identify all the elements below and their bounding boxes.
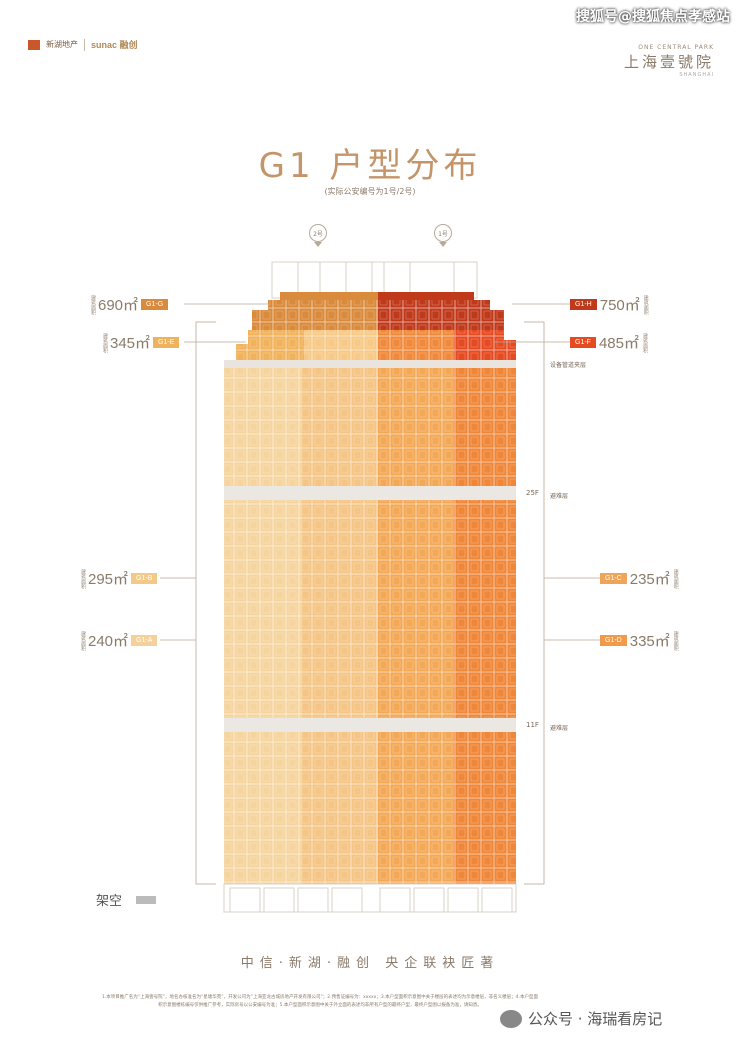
area-caption: 建筑面积 <box>80 568 86 589</box>
unit-tag: G1-A <box>131 635 158 646</box>
logo-divider <box>84 38 85 51</box>
area-value: 335㎡ <box>629 633 670 650</box>
unit-tag: G1-B <box>131 573 158 584</box>
location-pin-icon: 2号 <box>309 224 327 242</box>
refuge-floor-11-label: 避难层 <box>550 725 569 732</box>
area-value: 690㎡ <box>98 297 139 314</box>
xinhu-logo-icon <box>28 39 40 50</box>
area-caption: 建筑面积 <box>80 630 86 651</box>
project-name: ONE CENTRAL PARK 上海壹號院 SHANGHAI <box>624 44 714 78</box>
disclaimer: 1.本项目推广名为“上海壹号院”，地名办核准名为“星塘华苑”，开发公司为“上海亚… <box>102 995 538 1008</box>
area-caption: 建筑面积 <box>672 630 679 651</box>
label-g1-h: G1-H 750㎡ 建筑面积 <box>570 294 649 315</box>
floor-11-label: 11F <box>526 721 539 729</box>
area-value: 485㎡ <box>598 335 639 352</box>
unit-tag: G1-H <box>570 299 597 310</box>
area-caption: 建筑面积 <box>102 332 108 353</box>
label-g1-e: 建筑面积 345㎡ G1-E <box>102 332 180 353</box>
area-value: 235㎡ <box>629 571 670 588</box>
stilt-legend: 架空 <box>96 890 157 909</box>
pin-building-1: 1号 <box>434 224 452 247</box>
label-g1-c: G1-C 235㎡ 建筑面积 <box>600 568 679 589</box>
area-value: 295㎡ <box>88 571 129 588</box>
refuge-floor-25-label: 避难层 <box>550 493 569 500</box>
page-title: G1 户型分布 <box>258 146 482 186</box>
area-caption: 建筑面积 <box>642 294 649 315</box>
pin-tail <box>314 242 322 247</box>
unit-tag: G1-C <box>600 573 627 584</box>
unit-tag: G1-F <box>570 337 596 348</box>
xinhu-logo-text: 新湖地产 <box>46 40 78 49</box>
pin-building-2: 2号 <box>309 224 327 247</box>
floor-25-label: 25F <box>526 489 539 497</box>
label-g1-d: G1-D 335㎡ 建筑面积 <box>600 630 679 651</box>
wechat-account: 公众号 · 海瑞看房记 <box>500 1008 662 1029</box>
area-caption: 建筑面积 <box>641 332 648 353</box>
label-g1-f: G1-F 485㎡ 建筑面积 <box>570 332 648 353</box>
pin-tail <box>439 242 447 247</box>
area-caption: 建筑面积 <box>672 568 679 589</box>
label-g1-a: 建筑面积 240㎡ G1-A <box>80 630 158 651</box>
refuge-floor-25 <box>224 486 516 500</box>
watermark: 搜狐号@搜狐焦点孝感站 <box>576 9 730 25</box>
podium <box>223 883 517 913</box>
area-value: 240㎡ <box>88 633 129 650</box>
label-g1-b: 建筑面积 295㎡ G1-B <box>80 568 158 589</box>
stilt-label: 架空 <box>96 894 123 909</box>
developer-logos: 新湖地产 sunac 融创 <box>28 38 138 51</box>
area-value: 750㎡ <box>599 297 640 314</box>
dimension-brackets <box>195 321 545 885</box>
equipment-floor <box>224 360 516 368</box>
page-subtitle: (实际公安编号为1号/2号) <box>324 187 416 196</box>
project-name-cn: 上海壹號院 <box>623 53 714 71</box>
project-name-en: ONE CENTRAL PARK <box>638 44 714 51</box>
leader-lines <box>160 303 600 641</box>
wechat-icon <box>500 1009 522 1028</box>
sunac-logo-text: sunac 融创 <box>91 40 138 50</box>
unit-tag: G1-G <box>141 299 169 310</box>
area-value: 345㎡ <box>110 335 151 352</box>
refuge-floor-11 <box>224 718 516 732</box>
stilt-swatch <box>136 895 157 904</box>
equipment-floor-label: 设备管道夹层 <box>550 362 587 369</box>
unit-tag: G1-D <box>600 635 627 646</box>
slogan: 中信·新湖·融创 央企联袂匠著 <box>240 956 500 971</box>
area-caption: 建筑面积 <box>90 294 96 315</box>
location-pin-icon: 1号 <box>434 224 452 242</box>
wechat-account-name: 公众号 · 海瑞看房记 <box>528 1010 663 1028</box>
unit-tag: G1-E <box>153 337 180 348</box>
label-g1-g: 建筑面积 690㎡ G1-G <box>90 294 169 315</box>
project-name-sub: SHANGHAI <box>679 72 714 78</box>
